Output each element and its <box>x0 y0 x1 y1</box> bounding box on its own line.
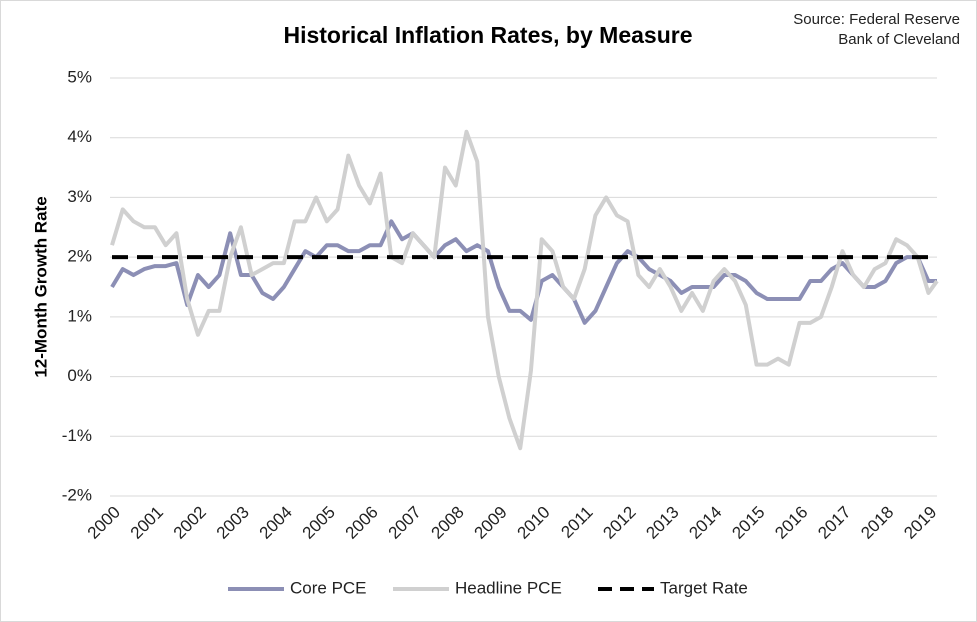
legend-label: Core PCE <box>290 578 367 597</box>
y-tick-label: -1% <box>62 426 92 445</box>
y-axis-label: 12-Month Growth Rate <box>31 196 50 377</box>
legend-label: Target Rate <box>660 578 748 597</box>
y-tick-label: 2% <box>67 247 92 266</box>
source-note: Source: Federal Reserve <box>793 11 960 28</box>
chart-title: Historical Inflation Rates, by Measure <box>283 22 692 48</box>
source-note: Bank of Cleveland <box>838 31 960 48</box>
y-tick-label: -2% <box>62 485 92 504</box>
legend-label: Headline PCE <box>455 578 562 597</box>
y-tick-label: 0% <box>67 366 92 385</box>
series-line <box>110 129 939 451</box>
y-tick-label: 1% <box>67 306 92 325</box>
y-tick-label: 3% <box>67 187 92 206</box>
y-tick-label: 5% <box>67 67 92 86</box>
y-tick-label: 4% <box>67 127 92 146</box>
